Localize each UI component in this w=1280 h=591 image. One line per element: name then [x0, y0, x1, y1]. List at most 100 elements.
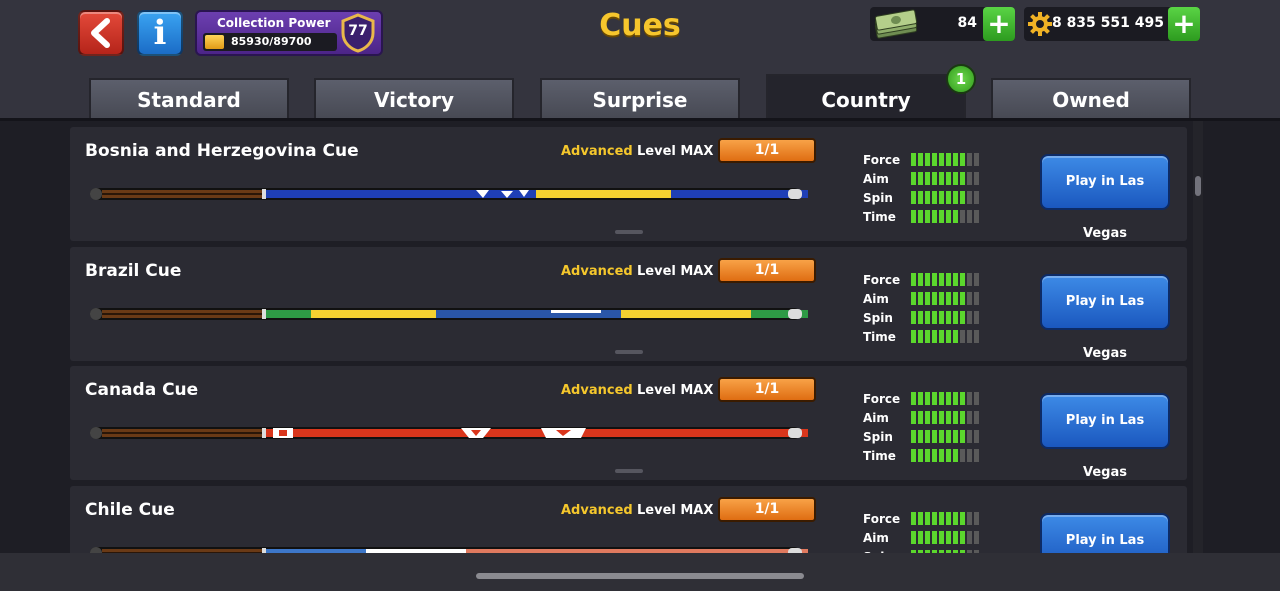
cue-tier: Advanced: [561, 144, 633, 159]
stat-bar-aim: [911, 531, 981, 544]
cue-card[interactable]: Bosnia and Herzegovina Cue Advanced Leve…: [70, 127, 1187, 241]
tab-surprise[interactable]: Surprise: [540, 78, 740, 119]
stat-segment: [925, 153, 930, 166]
stat-segment: [953, 512, 958, 525]
tab-victory[interactable]: Victory: [314, 78, 514, 119]
collection-power[interactable]: Collection Power 85930/89700 77: [195, 10, 383, 56]
scrollbar[interactable]: [1193, 121, 1203, 553]
stat-segment: [974, 191, 979, 204]
stat-segment: [939, 531, 944, 544]
stat-bar-force: [911, 512, 981, 525]
stat-segment: [911, 411, 916, 424]
stat-segment: [925, 430, 930, 443]
cue-name: Bosnia and Herzegovina Cue: [85, 141, 359, 161]
stat-segment: [967, 531, 972, 544]
stat-segment: [911, 449, 916, 462]
scrollbar-thumb[interactable]: [1195, 176, 1201, 196]
stat-segment: [960, 292, 965, 305]
stat-segment: [960, 210, 965, 223]
cue-image-brazil: [90, 308, 808, 320]
stat-segment: [911, 531, 916, 544]
stat-segment: [967, 411, 972, 424]
stat-segment: [960, 273, 965, 286]
stat-segment: [911, 330, 916, 343]
drag-handle[interactable]: [615, 469, 643, 473]
back-button[interactable]: [78, 10, 124, 56]
play-in-las-vegas-button[interactable]: Play in Las Vegas: [1040, 393, 1170, 480]
stat-segment: [925, 531, 930, 544]
stat-bar-spin: [911, 550, 981, 553]
stat-segment: [918, 512, 923, 525]
stat-bar-time: [911, 210, 981, 223]
cue-card[interactable]: Brazil Cue Advanced Level MAX 1/1 Force: [70, 247, 1187, 361]
stat-segment: [918, 392, 923, 405]
stat-segment: [939, 330, 944, 343]
info-button[interactable]: i: [137, 10, 183, 56]
stat-segment: [946, 512, 951, 525]
tab-owned[interactable]: Owned: [991, 78, 1191, 119]
stat-segment: [953, 449, 958, 462]
stat-segment: [911, 153, 916, 166]
stat-segment: [960, 512, 965, 525]
stat-segment: [960, 191, 965, 204]
stat-segment: [974, 172, 979, 185]
stat-segment: [932, 153, 937, 166]
stat-label: Time: [863, 210, 896, 224]
stat-segment: [953, 430, 958, 443]
stat-segment: [925, 411, 930, 424]
stat-segment: [939, 430, 944, 443]
play-in-las-vegas-button[interactable]: Play in Las Vegas: [1040, 154, 1170, 241]
stat-bar-aim: [911, 172, 981, 185]
add-cash-button[interactable]: +: [983, 7, 1015, 41]
stat-label: Time: [863, 330, 896, 344]
stat-segment: [953, 153, 958, 166]
stat-segment: [946, 292, 951, 305]
stat-segment: [946, 191, 951, 204]
stat-segment: [918, 292, 923, 305]
stat-segment: [974, 210, 979, 223]
stat-segment: [925, 512, 930, 525]
stat-segment: [974, 292, 979, 305]
stat-segment: [939, 172, 944, 185]
cue-list[interactable]: Bosnia and Herzegovina Cue Advanced Leve…: [0, 121, 1280, 553]
home-indicator[interactable]: [476, 573, 804, 579]
coins-value: 8 835 551 495: [1051, 15, 1164, 31]
stat-segment: [939, 449, 944, 462]
cue-card[interactable]: Chile Cue Advanced Level MAX 1/1 Force: [70, 486, 1187, 553]
cue-image-canada: [90, 427, 808, 439]
stat-label: Force: [863, 392, 901, 406]
stat-bar-aim: [911, 292, 981, 305]
drag-handle[interactable]: [615, 230, 643, 234]
stat-segment: [953, 311, 958, 324]
stat-segment: [960, 330, 965, 343]
cue-card[interactable]: Canada Cue Advanced Level MAX 1/1: [70, 366, 1187, 480]
stat-segment: [946, 449, 951, 462]
play-in-las-vegas-button[interactable]: Play in Las Vegas: [1040, 274, 1170, 361]
stat-segment: [974, 330, 979, 343]
stat-segment: [932, 411, 937, 424]
stat-segment: [925, 311, 930, 324]
stat-segment: [932, 449, 937, 462]
stat-segment: [946, 210, 951, 223]
stat-segment: [953, 330, 958, 343]
cue-level: Level MAX: [637, 503, 714, 518]
tab-standard[interactable]: Standard: [89, 78, 289, 119]
cue-tier: Advanced: [561, 503, 633, 518]
play-in-las-vegas-button[interactable]: Play in Las Vegas: [1040, 513, 1170, 553]
stat-segment: [939, 392, 944, 405]
stat-segment: [918, 210, 923, 223]
stat-segment: [946, 411, 951, 424]
add-coins-button[interactable]: +: [1168, 7, 1200, 41]
tabs-divider: [0, 118, 1280, 121]
stat-segment: [918, 449, 923, 462]
stat-segment: [946, 550, 951, 553]
drag-handle[interactable]: [615, 350, 643, 354]
stat-segment: [960, 392, 965, 405]
stat-segment: [946, 273, 951, 286]
stat-segment: [918, 411, 923, 424]
collection-level-badge: 77: [340, 13, 376, 53]
stat-segment: [932, 430, 937, 443]
tab-country[interactable]: Country: [766, 74, 966, 123]
stat-segment: [939, 550, 944, 553]
stat-segment: [939, 292, 944, 305]
